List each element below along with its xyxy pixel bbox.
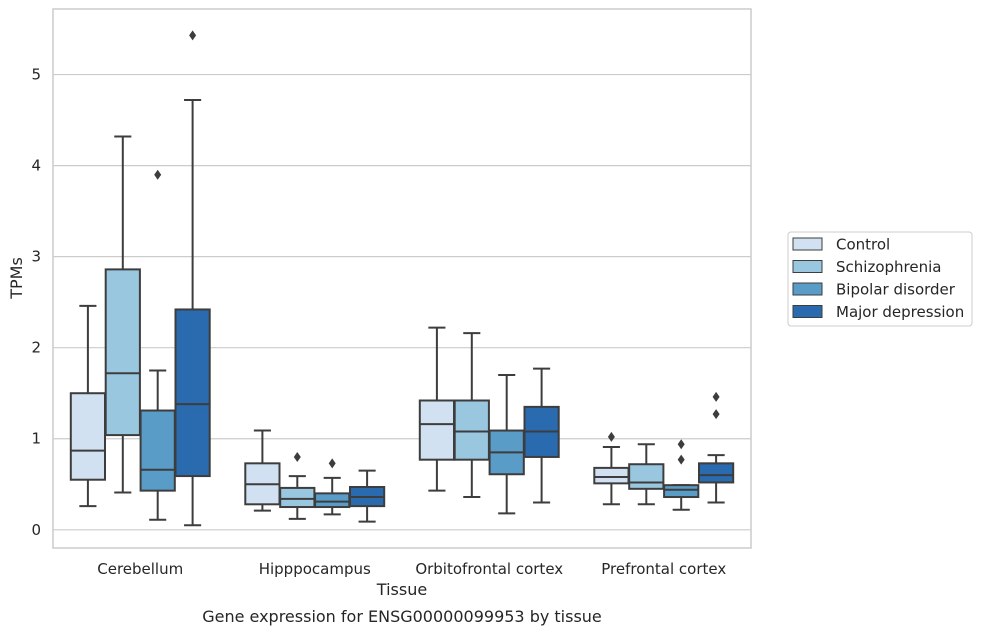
box-iqr: [593, 466, 630, 485]
legend-swatch: [792, 282, 823, 296]
box-iqr: [453, 399, 490, 461]
outlier-point: [677, 454, 685, 465]
x-tick-labels: Cerebellum Hipppocampus Orbitofrontal cort…: [97, 560, 726, 578]
y-axis-label: TPMs: [7, 257, 26, 300]
y-tick-labels: 0 1 2 3 4 5: [31, 66, 41, 539]
outlier-point: [189, 30, 197, 41]
box-bipolar-disorder: [663, 439, 700, 511]
box-major-depression: [523, 367, 560, 504]
legend-swatch: [792, 237, 823, 251]
legend-label: Major depression: [836, 303, 964, 321]
y-tick-label: 1: [31, 430, 41, 448]
box-iqr: [104, 268, 141, 437]
x-tick-label: Orbitofrontal cortex: [415, 560, 563, 578]
box-schizophrenia: [453, 332, 490, 499]
box-iqr: [628, 463, 665, 490]
box-iqr: [314, 492, 351, 509]
outlier-point: [293, 451, 301, 462]
box-bipolar-disorder: [488, 374, 525, 515]
outlier-point: [154, 169, 162, 180]
y-tick-label: 2: [31, 339, 41, 357]
box-schizophrenia: [279, 451, 316, 520]
y-tick-label: 4: [31, 157, 41, 175]
box-schizophrenia: [104, 135, 141, 494]
box-control: [418, 326, 456, 492]
plot-area: [69, 30, 735, 527]
x-tick-label: Prefrontal cortex: [601, 560, 726, 578]
box-iqr: [69, 392, 107, 481]
chart-caption: Gene expression for ENSG00000099953 by t…: [202, 607, 602, 626]
box-control: [69, 304, 107, 508]
box-control: [593, 431, 630, 506]
box-iqr: [663, 484, 700, 499]
box-major-depression: [174, 30, 211, 527]
y-tick-label: 5: [31, 66, 41, 84]
box-control: [244, 429, 281, 512]
legend-label: Control: [836, 236, 890, 254]
y-tick-label: 3: [31, 248, 41, 266]
outlier-point: [328, 458, 336, 469]
box-major-depression: [697, 391, 735, 504]
x-tick-label: Cerebellum: [97, 560, 183, 578]
box-iqr: [697, 462, 735, 484]
x-tick-label: Hipppocampus: [259, 560, 371, 578]
box-bipolar-disorder: [139, 169, 176, 521]
box-major-depression: [348, 469, 386, 523]
legend-label: Schizophrenia: [836, 258, 941, 276]
x-axis-label: Tissue: [376, 580, 427, 599]
legend-label: Bipolar disorder: [836, 281, 956, 299]
legend-swatch: [792, 305, 823, 318]
box-schizophrenia: [628, 443, 665, 506]
legend-swatch: [792, 260, 823, 273]
box-iqr: [418, 399, 456, 461]
box-bipolar-disorder: [314, 458, 351, 516]
outlier-point: [712, 391, 720, 402]
plot-frame: [52, 8, 752, 549]
legend-frame: [787, 231, 973, 327]
box-iqr: [279, 486, 316, 509]
outlier-point: [712, 409, 720, 420]
box-iqr: [174, 308, 211, 478]
outlier-point: [607, 431, 615, 442]
legend: Control Schizophrenia Bipolar disorder Majo…: [787, 231, 973, 327]
box-iqr: [139, 409, 176, 492]
outlier-point: [677, 439, 685, 450]
y-tick-label: 0: [31, 521, 41, 539]
